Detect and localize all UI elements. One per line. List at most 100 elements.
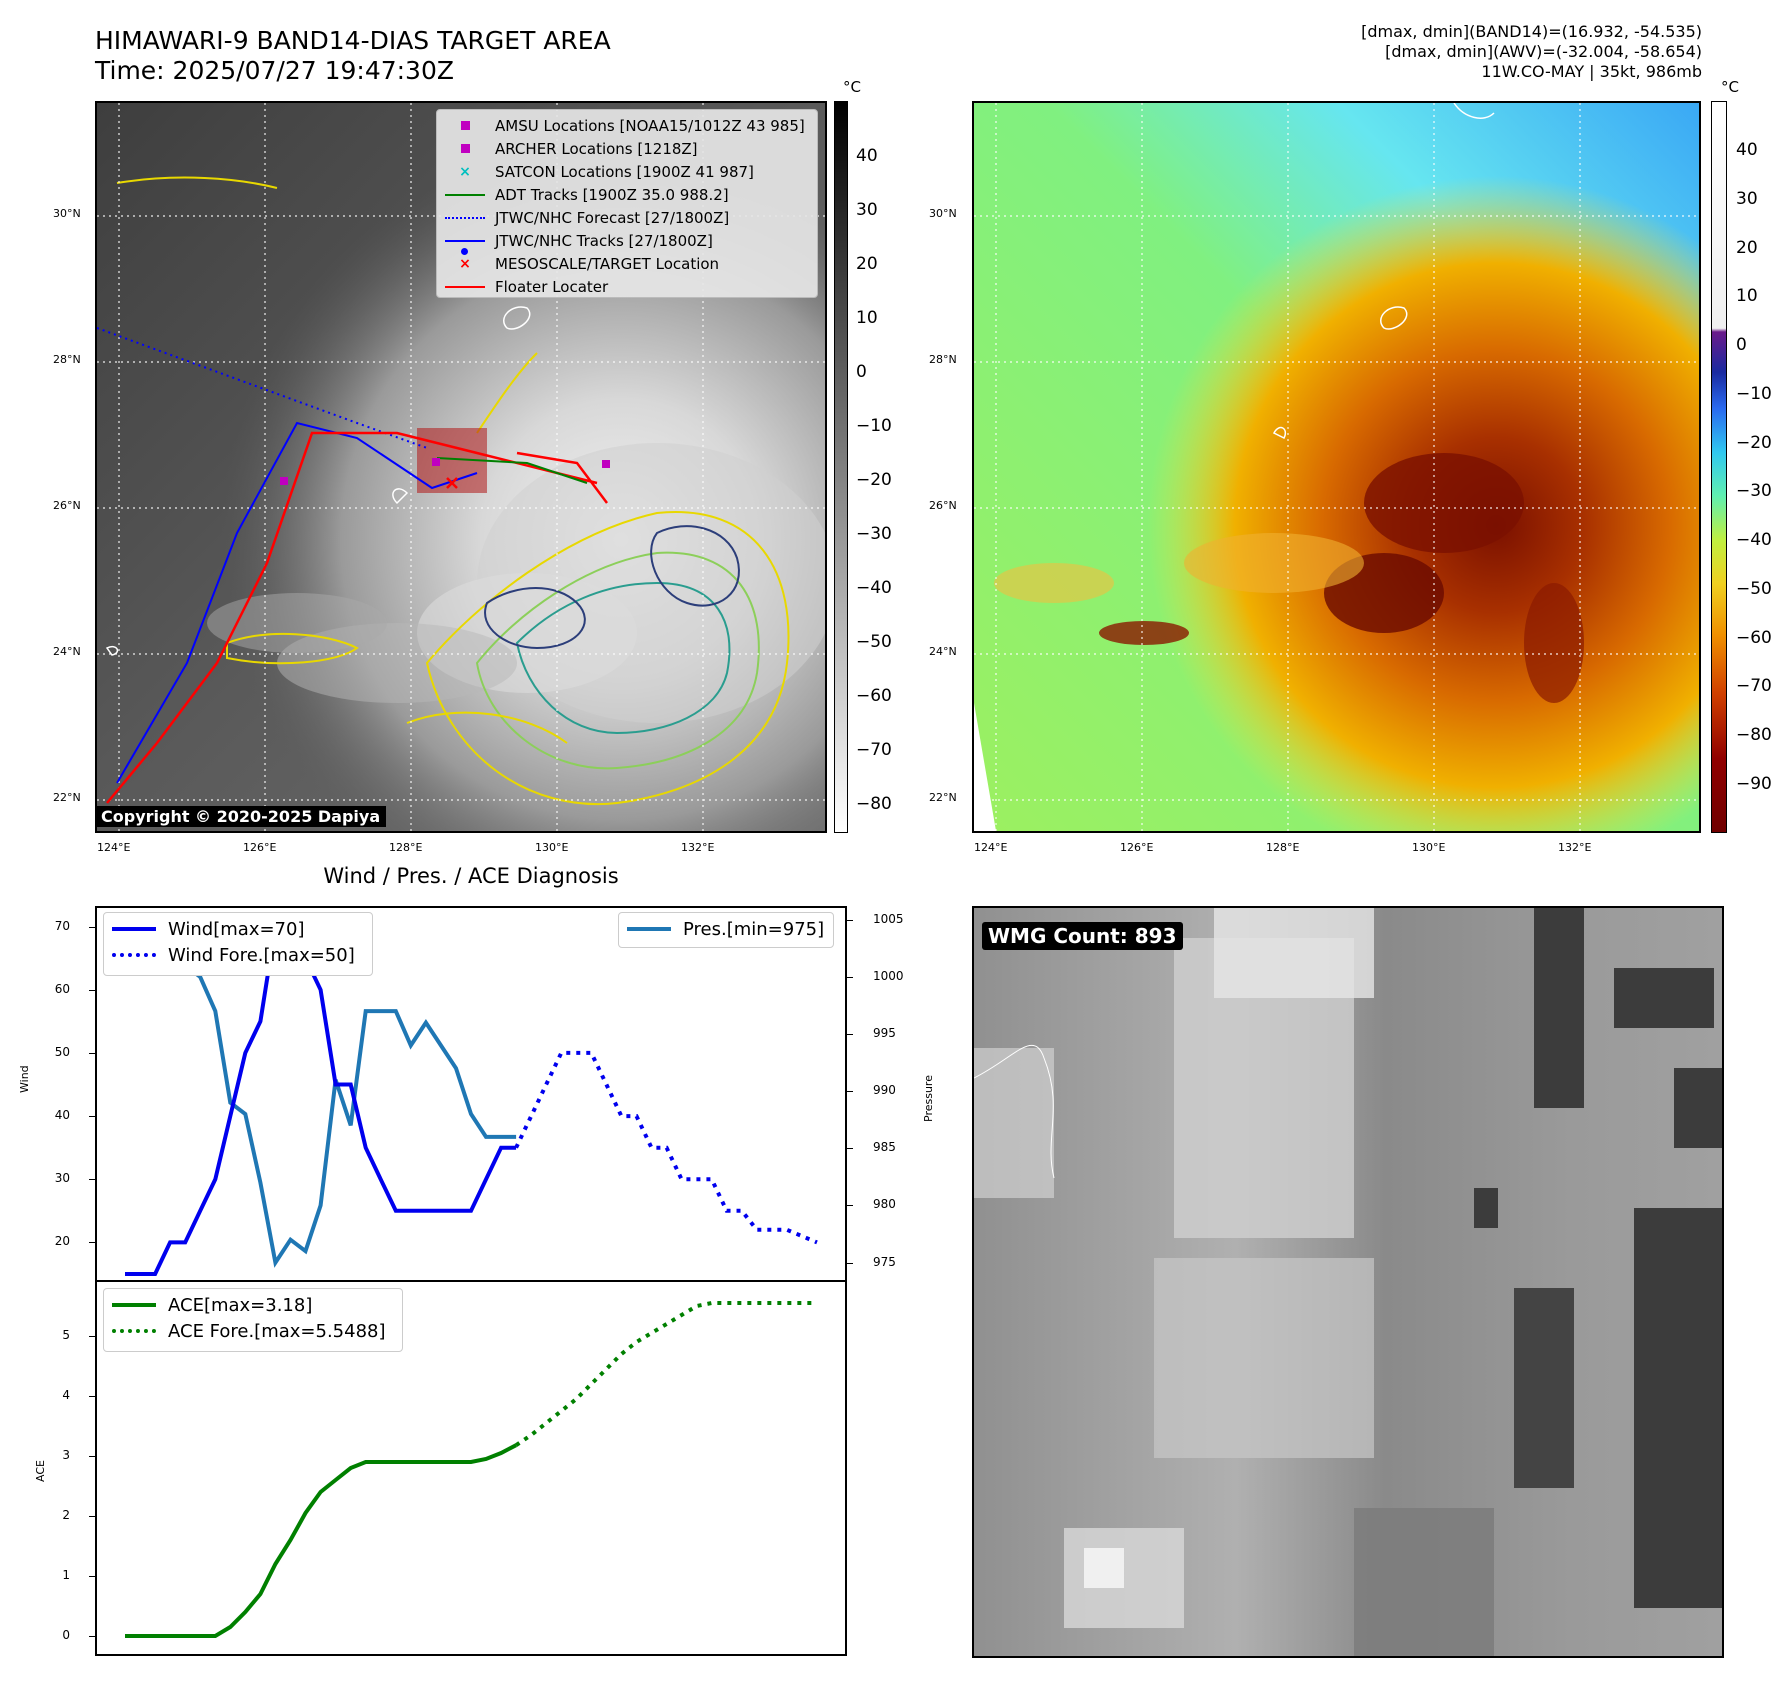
awv-colorbar	[1711, 101, 1727, 833]
diag-title: Wind / Pres. / ACE Diagnosis	[323, 864, 619, 888]
ir-colorbar-tick: −10	[856, 416, 892, 436]
legend-item: AMSU Locations [NOAA15/1012Z 43 985]	[445, 114, 809, 137]
wind-tick-mark	[89, 1179, 95, 1181]
awv-colorbar-tick: 30	[1736, 188, 1758, 209]
ir-lon-label: 128°E	[389, 841, 423, 854]
ir-colorbar-tick: −20	[856, 470, 892, 490]
ace-legend: ACE[max=3.18] ACE Fore.[max=5.5488]	[103, 1288, 403, 1352]
wind-tick: 30	[54, 1171, 70, 1186]
legend-item: JTWC/NHC Tracks [27/1800Z]	[445, 229, 809, 255]
ir-colorbar-tick: 30	[856, 200, 878, 220]
awv-colorbar-tick: 40	[1736, 140, 1758, 160]
awv-lat-label: 26°N	[929, 499, 957, 512]
awv-colorbar-tick: 10	[1736, 286, 1758, 307]
wind-tick: 70	[54, 918, 70, 933]
pressure-tick: 995	[873, 1026, 896, 1040]
pressure-tick-mark	[847, 919, 853, 921]
awv-lon-label: 128°E	[1266, 841, 1300, 854]
awv-lat-label: 28°N	[929, 353, 957, 366]
ir-colorbar-tick: −60	[856, 686, 892, 706]
ir-colorbar	[834, 101, 848, 833]
awv-colorbar-tick: −10	[1736, 383, 1772, 404]
legend-item: Wind Fore.[max=50]	[110, 942, 366, 968]
ace-tick-mark	[89, 1396, 95, 1397]
wind-tick-mark	[89, 1052, 95, 1054]
legend-item: × SATCON Locations [1900Z 41 987]	[459, 162, 754, 181]
pressure-tick-mark	[847, 1148, 853, 1150]
pressure-tick: 1000	[873, 968, 904, 983]
pressure-tick: 975	[873, 1254, 896, 1269]
legend-item: ARCHER Locations [1218Z]	[445, 137, 809, 160]
awv-colorbar-tick: −20	[1736, 432, 1772, 453]
wmg-panel	[972, 906, 1724, 1658]
title-line-1: HIMAWARI-9 BAND14-DIAS TARGET AREA	[95, 26, 611, 55]
awv-colorbar-tick: −70	[1736, 676, 1772, 697]
awv-map	[972, 101, 1701, 833]
ace-tick-mark	[89, 1516, 95, 1517]
ace-tick-mark	[89, 1336, 95, 1337]
pressure-axis-label: Pressure	[922, 1075, 935, 1122]
wind-tick-mark	[89, 1116, 95, 1118]
info-block: [dmax, dmin](BAND14)=(16.932, -54.535) […	[1361, 22, 1702, 82]
pressure-tick: 1005	[873, 911, 904, 926]
copyright-label: Copyright © 2020-2025 Dapiya	[95, 806, 387, 827]
wind-tick-mark	[89, 1242, 95, 1244]
ace-forecast-line	[514, 1301, 817, 1447]
wind-tick: 20	[54, 1234, 70, 1249]
ir-colorbar-tick: −40	[856, 578, 892, 598]
awv-lon-label: 130°E	[1412, 841, 1446, 854]
ir-lat-label: 22°N	[53, 791, 81, 804]
legend-item: Floater Locater	[445, 275, 809, 298]
ir-colorbar-tick: 0	[856, 362, 867, 382]
ace-tick: 5	[62, 1328, 70, 1342]
ir-colorbar-unit: °C	[843, 78, 861, 96]
awv-colorbar-tick: 20	[1736, 237, 1758, 258]
info-line-2: [dmax, dmin](AWV)=(-32.004, -58.654)	[1385, 42, 1702, 61]
legend-item: Pres.[min=975]	[625, 916, 827, 942]
wind-tick-mark	[89, 926, 95, 928]
ir-lon-label: 126°E	[243, 841, 277, 854]
awv-colorbar-tick: 0	[1736, 335, 1747, 356]
ir-colorbar-tick: −80	[856, 794, 892, 814]
pressure-tick: 980	[873, 1197, 896, 1212]
wind-line	[125, 919, 517, 1276]
legend-item: ACE[max=3.18]	[110, 1292, 396, 1318]
ir-lat-label: 24°N	[53, 645, 81, 658]
info-line-1: [dmax, dmin](BAND14)=(16.932, -54.535)	[1361, 22, 1702, 41]
pressure-tick: 985	[873, 1140, 896, 1155]
wind-tick-mark	[89, 989, 95, 991]
ace-tick-mark	[89, 1576, 95, 1577]
ace-tick: 3	[62, 1448, 70, 1462]
ace-chart	[95, 1280, 847, 1656]
ace-axis-label: ACE	[34, 1460, 47, 1482]
legend-item: ACE Fore.[max=5.5488]	[110, 1318, 396, 1344]
pressure-tick-mark	[847, 1091, 853, 1093]
ir-colorbar-tick: 20	[856, 254, 878, 274]
ace-tick: 0	[62, 1628, 70, 1642]
pressure-tick: 990	[873, 1083, 896, 1098]
ir-lon-label: 124°E	[97, 841, 131, 854]
legend-item: ADT Tracks [1900Z 35.0 988.2]	[445, 183, 809, 206]
wind-tick: 60	[54, 981, 70, 996]
wind-legend: Wind[max=70] Wind Fore.[max=50]	[103, 912, 373, 976]
ir-lon-label: 132°E	[681, 841, 715, 854]
wind-axis-label: Wind	[18, 1065, 31, 1093]
wind-tick: 40	[54, 1108, 70, 1123]
ace-line	[125, 1443, 518, 1638]
ir-map-legend: AMSU Locations [NOAA15/1012Z 43 985] ARC…	[436, 109, 818, 298]
ir-lat-label: 28°N	[53, 353, 81, 366]
ir-colorbar-tick: 10	[856, 308, 878, 328]
ace-tick-mark	[89, 1456, 95, 1457]
ace-tick: 2	[62, 1508, 70, 1522]
awv-colorbar-tick: −50	[1736, 578, 1772, 599]
ir-lat-label: 26°N	[53, 499, 81, 512]
wind-forecast-line	[514, 1050, 818, 1245]
awv-lon-label: 124°E	[974, 841, 1008, 854]
awv-lon-label: 132°E	[1558, 841, 1592, 854]
awv-lat-label: 22°N	[929, 791, 957, 804]
legend-item: Wind[max=70]	[110, 916, 366, 942]
awv-lat-label: 24°N	[929, 645, 957, 658]
awv-colorbar-unit: °C	[1721, 78, 1739, 96]
legend-item: JTWC/NHC Forecast [27/1800Z]	[445, 206, 809, 229]
awv-colorbar-tick: −80	[1736, 725, 1772, 746]
